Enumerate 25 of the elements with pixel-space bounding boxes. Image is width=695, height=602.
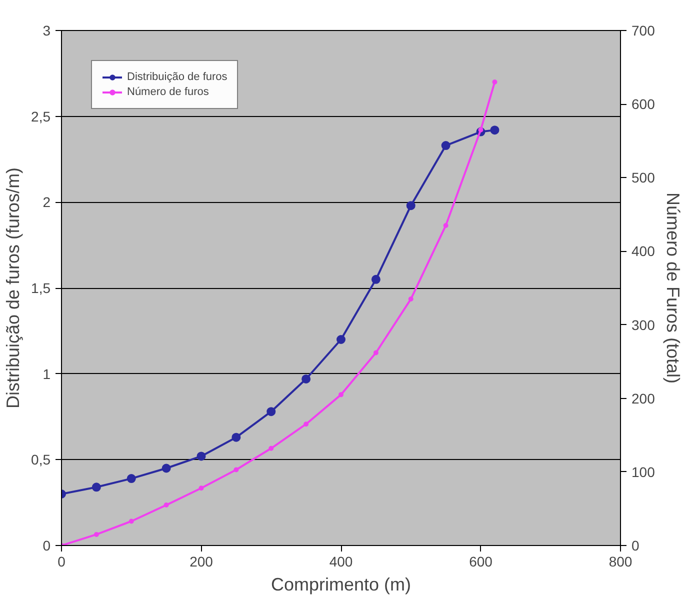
x-tick-label: 0 (58, 554, 66, 570)
y-tick-label: 3 (42, 22, 51, 38)
y-tick-label: 1 (42, 366, 51, 382)
y2-tick-label: 400 (632, 243, 656, 260)
legend-label: Distribuição de furos (127, 71, 228, 83)
x-tick-label: 600 (469, 554, 493, 570)
x-tick-label: 400 (329, 554, 353, 570)
y2-tick-label: 600 (632, 96, 656, 112)
x-tick-label: 800 (608, 554, 632, 570)
y2-tick-label: 200 (632, 390, 656, 406)
x-axis-title: Comprimento (m) (270, 574, 412, 594)
y-tick-label: 0 (42, 538, 51, 554)
y2-tick-label: 0 (632, 538, 640, 554)
y2-tick-label: 300 (632, 316, 656, 333)
y-tick-label: 2,5 (31, 108, 51, 124)
y-tick-label: 1,5 (31, 280, 51, 296)
y-axis-title: Distribuição de furos (furos/m) (3, 167, 24, 409)
y2-tick-label: 700 (632, 22, 656, 38)
y-tick-label: 0,5 (31, 452, 51, 468)
y2-tick-label: 100 (632, 464, 656, 480)
y2-axis-title: Número de Furos (total) (662, 192, 683, 384)
legend-label: Número de furos (127, 86, 209, 98)
x-tick-label: 200 (190, 554, 214, 570)
y2-tick-label: 500 (632, 170, 656, 186)
y-tick-label: 2 (42, 194, 51, 210)
